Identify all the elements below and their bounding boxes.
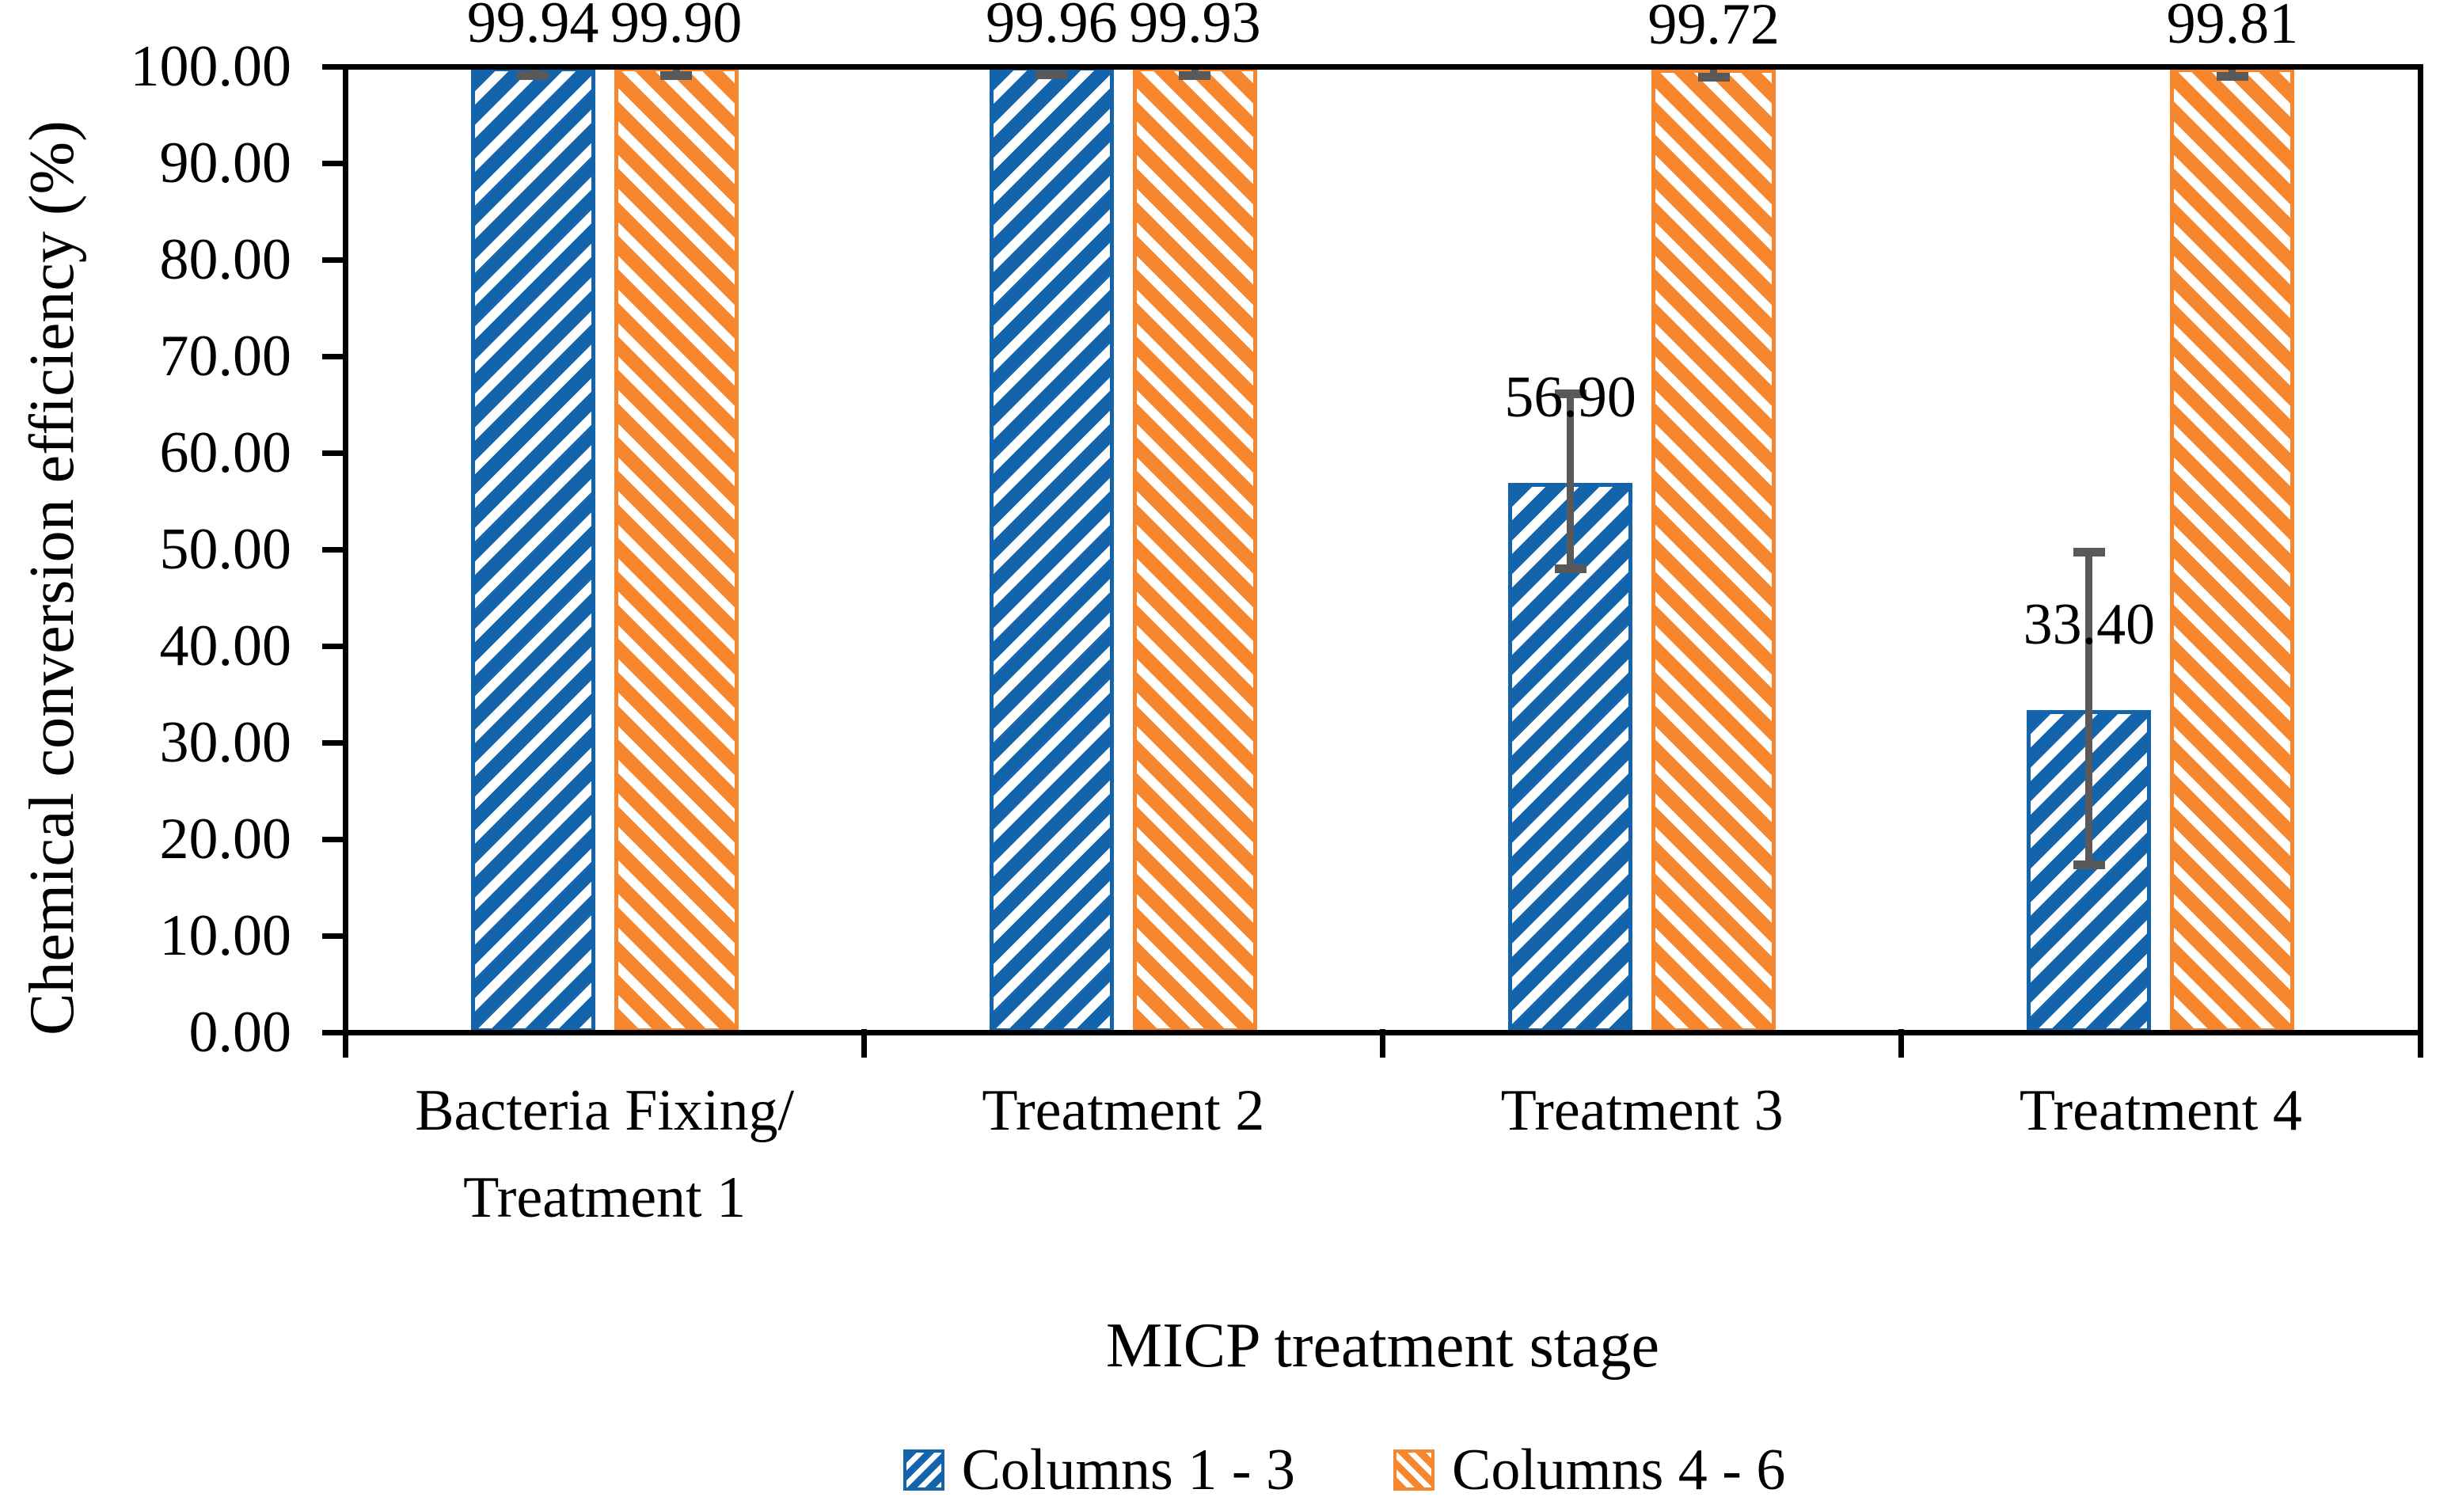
error-bar-cap-bottom xyxy=(517,70,549,80)
bar xyxy=(989,66,1114,1032)
y-tick-label: 30.00 xyxy=(159,710,292,775)
y-axis-line xyxy=(342,63,348,1035)
y-tick xyxy=(322,63,345,70)
legend-swatch-columns-1-3 xyxy=(902,1449,944,1491)
y-tick xyxy=(322,256,345,263)
bar xyxy=(1132,66,1257,1032)
error-bar-cap-bottom xyxy=(660,71,693,81)
x-tick xyxy=(861,1029,867,1058)
error-bar-cap-top xyxy=(1554,389,1586,399)
error-bar-line xyxy=(1710,66,1718,78)
error-bar-cap-bottom xyxy=(1554,564,1586,573)
error-bar-cap-bottom xyxy=(2216,72,2248,82)
y-tick xyxy=(322,739,345,746)
y-tick xyxy=(322,933,345,939)
category-label: Bacteria Fixing/ Treatment 1 xyxy=(415,1078,795,1230)
error-bar-line xyxy=(672,66,680,76)
error-bar-cap-bottom xyxy=(1179,70,1211,80)
category-label: Treatment 4 xyxy=(2019,1078,2302,1143)
bar-value-label: 99.81 xyxy=(2166,0,2299,57)
bar-value-label: 99.90 xyxy=(610,0,743,56)
category-label: Treatment 3 xyxy=(1500,1078,1784,1143)
y-tick xyxy=(322,1029,345,1035)
bar xyxy=(470,66,595,1032)
y-tick xyxy=(322,353,345,359)
x-axis-title: MICP treatment stage xyxy=(1105,1311,1660,1381)
y-tick-label: 80.00 xyxy=(159,227,292,292)
y-tick-label: 70.00 xyxy=(159,324,292,389)
bar-value-label: 99.72 xyxy=(1647,0,1780,58)
y-tick-label: 10.00 xyxy=(159,903,292,968)
legend-swatch-columns-4-6 xyxy=(1393,1449,1434,1491)
error-bar-cap-bottom xyxy=(1036,70,1068,80)
error-bar-line xyxy=(2085,552,2093,865)
plot-area xyxy=(345,66,2420,1032)
bar-value-label: 99.93 xyxy=(1129,0,1261,55)
error-bar-line xyxy=(1191,66,1199,76)
y-tick-label: 100.00 xyxy=(130,34,292,99)
legend: Columns 1 - 3 Columns 4 - 6 xyxy=(238,1434,2451,1506)
bar-value-label: 99.96 xyxy=(986,0,1118,55)
y-tick xyxy=(322,450,345,456)
category-label: Treatment 2 xyxy=(982,1078,1265,1143)
error-bar-cap-bottom xyxy=(2073,860,2105,870)
y-tick-label: 20.00 xyxy=(159,807,292,872)
plot-border-right xyxy=(2417,63,2423,1035)
error-bar-cap-bottom xyxy=(1697,73,1730,82)
error-bar-line xyxy=(2229,66,2236,77)
plot-border-top xyxy=(342,63,2423,70)
legend-label-columns-1-3: Columns 1 - 3 xyxy=(961,1438,1295,1503)
x-tick xyxy=(2417,1029,2423,1058)
error-bar-line xyxy=(529,66,537,76)
legend-item-columns-4-6: Columns 4 - 6 xyxy=(1393,1434,1785,1506)
y-tick-label: 60.00 xyxy=(159,420,292,485)
error-bar-cap-top xyxy=(2073,548,2105,557)
error-bar-line xyxy=(1567,393,1575,569)
bar-value-label: 33.40 xyxy=(2023,591,2156,657)
y-tick xyxy=(322,643,345,649)
bar-value-label: 99.94 xyxy=(466,0,599,55)
y-tick xyxy=(322,546,345,553)
bar xyxy=(1651,69,1776,1032)
y-tick-label: 40.00 xyxy=(159,614,292,678)
x-tick xyxy=(342,1029,348,1058)
bar xyxy=(2170,68,2295,1032)
bar-value-label: 56.90 xyxy=(1504,364,1636,430)
y-tick-label: 0.00 xyxy=(188,1000,292,1065)
x-tick xyxy=(1898,1029,1905,1058)
legend-item-columns-1-3: Columns 1 - 3 xyxy=(902,1434,1295,1506)
bar xyxy=(614,67,739,1032)
legend-label-columns-4-6: Columns 4 - 6 xyxy=(1452,1438,1786,1503)
y-tick-label: 50.00 xyxy=(159,517,292,582)
y-tick xyxy=(322,160,345,166)
y-tick xyxy=(322,836,345,842)
x-tick xyxy=(1380,1029,1385,1058)
y-tick-label: 90.00 xyxy=(159,131,292,196)
